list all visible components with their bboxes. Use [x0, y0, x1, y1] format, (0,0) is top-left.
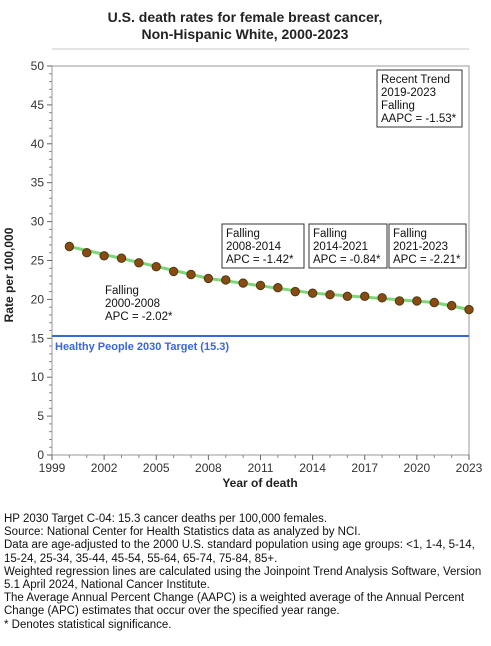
y-tick-label: 30 [31, 215, 45, 229]
data-point [360, 291, 370, 301]
annotation-frame [308, 223, 388, 269]
y-tick-label: 0 [37, 448, 44, 462]
y-tick-label: 45 [31, 98, 45, 112]
data-point [342, 291, 353, 301]
x-axis: 1999 2002 2005 2008 2011 2014 2017 2020 2023 [39, 455, 483, 475]
y-tick-label: 35 [31, 176, 45, 190]
annotation-text: 2000-2008 [105, 298, 160, 310]
data-point [134, 258, 144, 268]
footnote-hp-target: HP 2030 Target C-04: 15.3 cancer deaths … [4, 513, 328, 525]
annotation-text: APC = -1.42* [226, 254, 294, 266]
x-tick-label: 2011 [248, 461, 274, 475]
annotation-text: APC = -0.84* [313, 254, 381, 266]
data-point [64, 241, 75, 252]
y-tick-label: 25 [31, 254, 45, 268]
annotation-text: 2014-2021 [313, 241, 368, 253]
chart-canvas: U.S. death rates for female breast cance… [2, 9, 483, 490]
x-tick-label: 2014 [299, 461, 326, 475]
annotation-text: AAPC = -1.53* [381, 113, 457, 125]
data-point [151, 262, 161, 272]
chart-title-line1: U.S. death rates for female breast cance… [108, 9, 383, 25]
y-axis-label: Rate per 100,000 [2, 227, 16, 322]
data-point [186, 269, 196, 280]
y-tick-label: 10 [31, 370, 45, 384]
target-label: Healthy People 2030 Target (15.3) [55, 341, 229, 353]
data-point [82, 248, 92, 258]
data-point [377, 293, 387, 303]
data-point [221, 275, 231, 285]
x-tick-label: 2017 [351, 461, 378, 475]
data-point [412, 296, 422, 306]
data-point [99, 251, 109, 261]
annotation-text: Falling [105, 285, 139, 297]
x-tick-label: 2008 [195, 461, 222, 475]
data-point [307, 288, 318, 298]
footnote-significance: * Denotes statistical significance. [4, 618, 172, 631]
data-point [116, 253, 127, 263]
data-point [325, 290, 335, 300]
x-axis-label: Year of death [222, 476, 297, 490]
y-tick-label: 5 [37, 409, 44, 423]
annotation-text: Falling [313, 228, 347, 240]
annotation-text: APC = -2.21* [393, 254, 461, 266]
annotation-frame [388, 223, 467, 269]
annotation-frame [221, 223, 305, 269]
data-point [446, 300, 457, 311]
y-axis: 0 5 10 15 20 25 30 35 40 45 50 [31, 59, 52, 462]
annotation-text: Falling [381, 100, 415, 112]
y-tick-label: 40 [31, 137, 45, 151]
data-point [168, 266, 179, 277]
x-tick-label: 2005 [143, 461, 170, 475]
annotation-text: 2008-2014 [226, 241, 282, 253]
data-point [394, 296, 405, 306]
y-tick-label: 20 [31, 292, 45, 306]
footnote-source: Source: National Center for Health Stati… [4, 526, 361, 539]
annotation-frame [376, 69, 463, 128]
data-point [429, 297, 439, 308]
annotation-text: Recent Trend [381, 74, 450, 86]
data-points [64, 241, 474, 315]
data-point [464, 304, 474, 315]
footnote-age-adjust: Data are age-adjusted to the 2000 U.S. s… [4, 539, 475, 565]
chart-title-line2: Non-Hispanic White, 2000-2023 [142, 26, 349, 42]
footnote-regression: Weighted regression lines are calculated… [4, 565, 482, 592]
data-point [273, 283, 283, 293]
annotation-text: 2019-2023 [381, 87, 436, 99]
x-tick-label: 2023 [456, 461, 483, 475]
data-point [203, 273, 214, 284]
x-tick-label: 2020 [404, 461, 431, 475]
data-point [238, 278, 248, 288]
annotation-text: Falling [226, 228, 260, 240]
y-tick-label: 50 [31, 59, 45, 73]
annotation-text: Falling [393, 228, 427, 240]
y-tick-label: 15 [31, 331, 45, 345]
annotation-frame [101, 281, 179, 325]
x-tick-label: 2002 [91, 461, 118, 475]
annotation-text: APC = -2.02* [105, 311, 173, 323]
data-point [255, 280, 266, 291]
annotation-text: 2021-2023 [393, 241, 448, 253]
data-point [290, 286, 300, 297]
x-tick-label: 1999 [39, 461, 66, 475]
footnotes: HP 2030 Target C-04: 15.3 cancer deaths … [4, 513, 488, 632]
footnote-aapc: The Average Annual Percent Change (AAPC)… [4, 592, 465, 618]
